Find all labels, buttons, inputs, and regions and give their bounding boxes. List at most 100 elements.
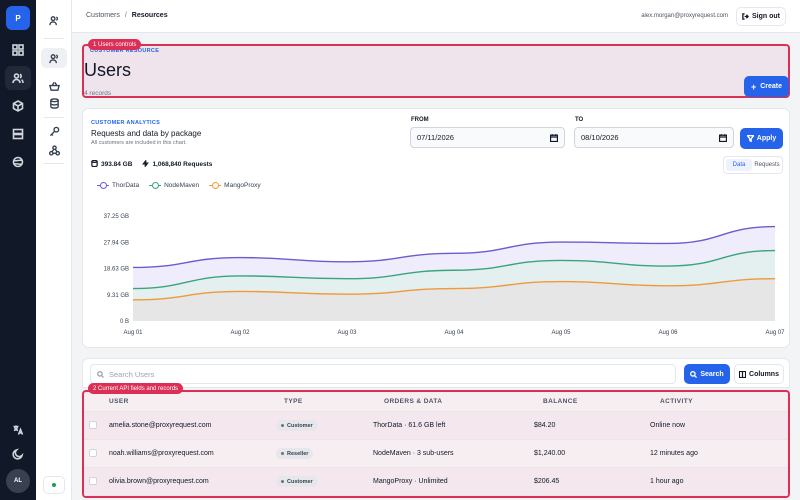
subnav-users[interactable] <box>41 48 67 68</box>
series-line-nodemaven <box>132 249 776 290</box>
page-title: Users <box>84 60 132 80</box>
legend-item-nodemaven[interactable]: NodeMaven <box>149 182 199 189</box>
nav-packages[interactable] <box>5 94 31 118</box>
language-button[interactable] <box>5 418 31 442</box>
total-data-value: 393.84 GB <box>101 161 133 168</box>
x-tick-label: Aug 01 <box>123 330 143 336</box>
x-tick-label: Aug 03 <box>337 330 357 336</box>
cell-balance: $84.20 <box>534 422 556 429</box>
apply-label: Apply <box>756 135 777 142</box>
y-tick-label: 0 B <box>120 319 129 325</box>
legend-item-thordata[interactable]: ThorData <box>97 182 139 189</box>
analytics-kicker: CUSTOMER ANALYTICS <box>91 120 161 126</box>
dashboard-icon <box>12 44 24 56</box>
sign-out-icon <box>742 13 749 20</box>
toggle-requests[interactable]: Requests <box>754 162 780 168</box>
y-tick-label: 27.94 GB <box>104 240 129 246</box>
chart-legend: ThorData NodeMaven MangoProxy <box>97 182 261 189</box>
nav-dashboard[interactable] <box>5 38 31 62</box>
divider <box>44 38 64 39</box>
search-button[interactable]: Search <box>684 364 730 384</box>
legend-item-mangoproxy[interactable]: MangoProxy <box>209 182 261 189</box>
x-tick-label: Aug 02 <box>230 330 250 336</box>
toggle-data[interactable]: Data <box>726 159 752 171</box>
cell-orders: ThorData · 61.6 GB left <box>373 422 446 429</box>
to-date-input[interactable]: 08/10/2026 <box>574 127 734 148</box>
row-checkbox[interactable] <box>89 477 97 485</box>
divider <box>44 163 64 164</box>
cell-user: olivia.brown@proxyrequest.com <box>109 478 209 485</box>
row-checkbox[interactable] <box>89 449 97 457</box>
avatar[interactable]: AL <box>6 469 30 493</box>
lightning-icon <box>142 160 150 167</box>
calendar-icon <box>550 134 558 142</box>
y-tick-label: 37.25 GB <box>104 214 129 220</box>
plus-icon: + <box>750 81 757 92</box>
y-tick-label: 18.63 GB <box>104 267 129 273</box>
col-user[interactable]: USER <box>109 398 129 405</box>
table-row[interactable]: amelia.stone@proxyrequest.com Customer T… <box>84 412 788 440</box>
subnav-webhooks[interactable] <box>41 140 67 160</box>
analytics-note: All customers are included in this chart… <box>91 140 187 146</box>
row-checkbox[interactable] <box>89 421 97 429</box>
users-icon <box>12 73 24 84</box>
cell-user: noah.williams@proxyrequest.com <box>109 450 214 457</box>
box-icon <box>12 100 24 112</box>
x-tick-label: Aug 06 <box>658 330 678 336</box>
user-email: alex.morgan@proxyrequest.com <box>641 13 728 19</box>
annotation-tag-api-fields: 2 Current API fields and records <box>88 383 184 394</box>
col-type[interactable]: TYPE <box>284 398 303 405</box>
columns-button[interactable]: Columns <box>734 364 784 384</box>
search-input[interactable]: Search Users <box>90 364 676 384</box>
legend-swatch <box>149 182 162 189</box>
sign-out-button[interactable]: Sign out <box>736 7 786 26</box>
subnav-keys[interactable] <box>41 121 67 141</box>
apply-button[interactable]: Apply <box>740 128 783 149</box>
database-icon <box>91 159 98 168</box>
nav-customers[interactable] <box>5 66 31 90</box>
breadcrumb-customers[interactable]: Customers <box>86 12 120 19</box>
type-badge: Reseller <box>276 448 314 459</box>
table-toolbar: Search Users Search Columns <box>82 358 790 388</box>
legend-label: ThorData <box>112 182 140 189</box>
filter-icon <box>746 135 754 142</box>
x-tick-label: Aug 07 <box>765 330 785 336</box>
status-dot <box>52 483 56 487</box>
from-label: FROM <box>411 117 429 123</box>
app-logo[interactable]: P <box>6 6 30 30</box>
cell-activity: Online now <box>650 422 686 429</box>
subnav-orders[interactable] <box>41 76 67 96</box>
users-icon <box>48 53 58 63</box>
nav-network[interactable] <box>5 150 31 174</box>
col-orders[interactable]: ORDERS & DATA <box>384 398 443 405</box>
legend-swatch <box>97 182 109 189</box>
col-balance[interactable]: BALANCE <box>543 398 578 405</box>
subnav-data[interactable] <box>41 93 67 113</box>
table-row[interactable]: olivia.brown@proxyrequest.com Customer M… <box>84 468 788 496</box>
create-button[interactable]: + Create <box>744 76 789 97</box>
from-date-input[interactable]: 07/11/2026 <box>410 127 565 148</box>
from-date-value: 07/11/2026 <box>417 133 454 142</box>
cell-orders: NodeMaven · 3 sub-users <box>373 450 454 457</box>
metric-toggle: Data Requests <box>723 156 783 174</box>
connection-status <box>43 476 65 494</box>
series-line-thordata <box>132 225 776 269</box>
search-icon <box>97 371 104 378</box>
total-requests-value: 1,068,840 Requests <box>152 161 213 168</box>
table-row[interactable]: noah.williams@proxyrequest.com Reseller … <box>84 440 788 468</box>
users-icon <box>48 15 58 25</box>
theme-toggle[interactable] <box>5 442 31 466</box>
total-data: 393.84 GB <box>91 159 133 168</box>
series-line-mangoproxy <box>132 278 776 301</box>
cell-orders: MangoProxy · Unlimited <box>373 478 448 485</box>
totals: 393.84 GB 1,068,840 Requests <box>91 159 212 168</box>
legend-swatch <box>209 182 222 189</box>
search-placeholder: Search Users <box>109 369 155 379</box>
legend-label: NodeMaven <box>164 182 200 189</box>
subnav-customers[interactable] <box>41 10 67 30</box>
col-activity[interactable]: ACTIVITY <box>660 398 693 405</box>
total-requests: 1,068,840 Requests <box>142 160 212 168</box>
create-label: Create <box>760 83 783 90</box>
basket-icon <box>48 81 60 91</box>
nav-servers[interactable] <box>5 122 31 146</box>
